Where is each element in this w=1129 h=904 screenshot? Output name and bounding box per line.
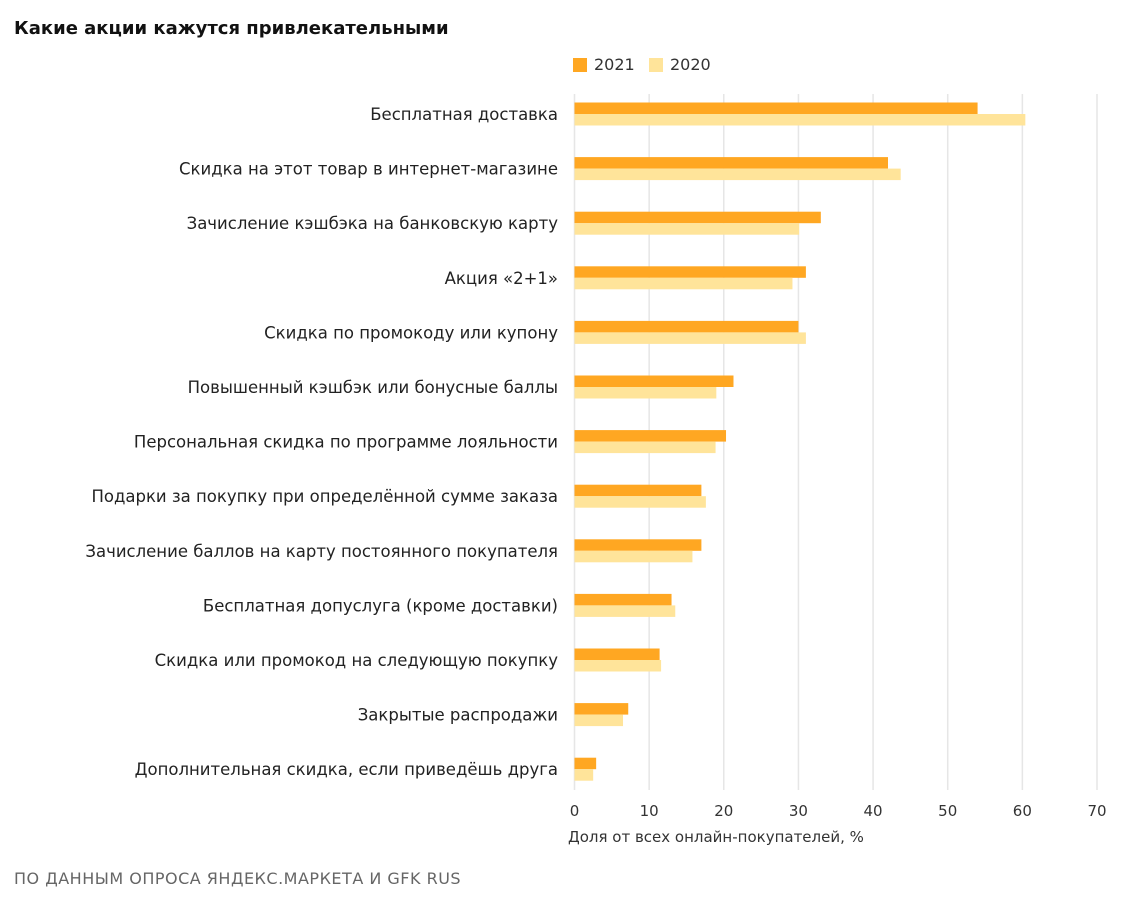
category-label: Бесплатная доставка	[370, 105, 558, 124]
bar-2021	[574, 484, 702, 497]
x-tick-label: 20	[714, 802, 733, 820]
category-labels: Бесплатная доставка Скидка на этот товар …	[85, 105, 558, 779]
category-label: Акция «2+1»	[445, 269, 558, 288]
bar-2020	[574, 277, 793, 290]
bar-2020	[574, 441, 716, 454]
category-label: Бесплатная допуслуга (кроме доставки)	[203, 596, 558, 615]
legend-label: 2020	[670, 55, 711, 74]
x-tick-label: 70	[1087, 802, 1106, 820]
bar-2021	[574, 266, 806, 278]
legend-swatch-2021	[573, 58, 587, 72]
category-label: Дополнительная скидка, если приведёшь др…	[135, 760, 558, 779]
x-tick-label: 30	[789, 802, 808, 820]
bar-2021	[574, 211, 821, 224]
category-label: Закрытые распродажи	[358, 706, 558, 725]
bar-2020	[574, 496, 706, 508]
bar-2020	[574, 223, 800, 235]
bar-2020	[574, 714, 624, 727]
x-axis-ticks: 0 10 20 30 40 50 60 70	[570, 802, 1107, 820]
x-tick-label: 50	[938, 802, 957, 820]
bars	[574, 102, 1026, 781]
category-label: Скидка на этот товар в интернет-магазине	[179, 160, 558, 179]
bar-2020	[574, 550, 693, 563]
source-note: ПО ДАННЫМ ОПРОСА ЯНДЕКС.МАРКЕТА И GFK RU…	[14, 869, 461, 888]
category-label: Подарки за покупку при определённой сумм…	[91, 487, 558, 506]
category-label: Персональная скидка по программе лояльно…	[134, 433, 558, 452]
bar-2021	[574, 593, 672, 606]
category-label: Скидка по промокоду или купону	[264, 323, 558, 342]
bar-2020	[574, 168, 901, 181]
bar-2021	[574, 157, 888, 169]
bar-2020	[574, 332, 806, 344]
bar-2021	[574, 757, 597, 770]
legend: 2021 2020	[573, 55, 711, 74]
category-label: Повышенный кэшбэк или бонусные баллы	[188, 378, 558, 397]
bar-2020	[574, 114, 1026, 126]
bar-2020	[574, 660, 662, 672]
category-label: Зачисление кэшбэка на банковскую карту	[187, 214, 559, 233]
bar-2021	[574, 539, 702, 551]
bar-2021	[574, 102, 978, 114]
bar-2021	[574, 320, 799, 333]
bar-2021	[574, 703, 629, 715]
bar-2021	[574, 430, 727, 442]
category-label: Скидка или промокод на следующую покупку	[155, 651, 559, 670]
bar-2020	[574, 605, 676, 617]
bar-2021	[574, 375, 734, 387]
chart-title: Какие акции кажутся привлекательными	[14, 18, 449, 39]
legend-swatch-2020	[649, 58, 663, 72]
gridlines	[573, 94, 1098, 790]
bar-2020	[574, 769, 594, 781]
legend-label: 2021	[594, 55, 635, 74]
x-tick-label: 60	[1013, 802, 1032, 820]
x-tick-label: 10	[640, 802, 659, 820]
x-tick-label: 0	[570, 802, 580, 820]
bar-2021	[574, 648, 660, 660]
x-tick-label: 40	[864, 802, 883, 820]
category-label: Зачисление баллов на карту постоянного п…	[85, 542, 558, 561]
bar-2020	[574, 387, 717, 399]
x-axis-label: Доля от всех онлайн-покупателей, %	[568, 828, 864, 846]
